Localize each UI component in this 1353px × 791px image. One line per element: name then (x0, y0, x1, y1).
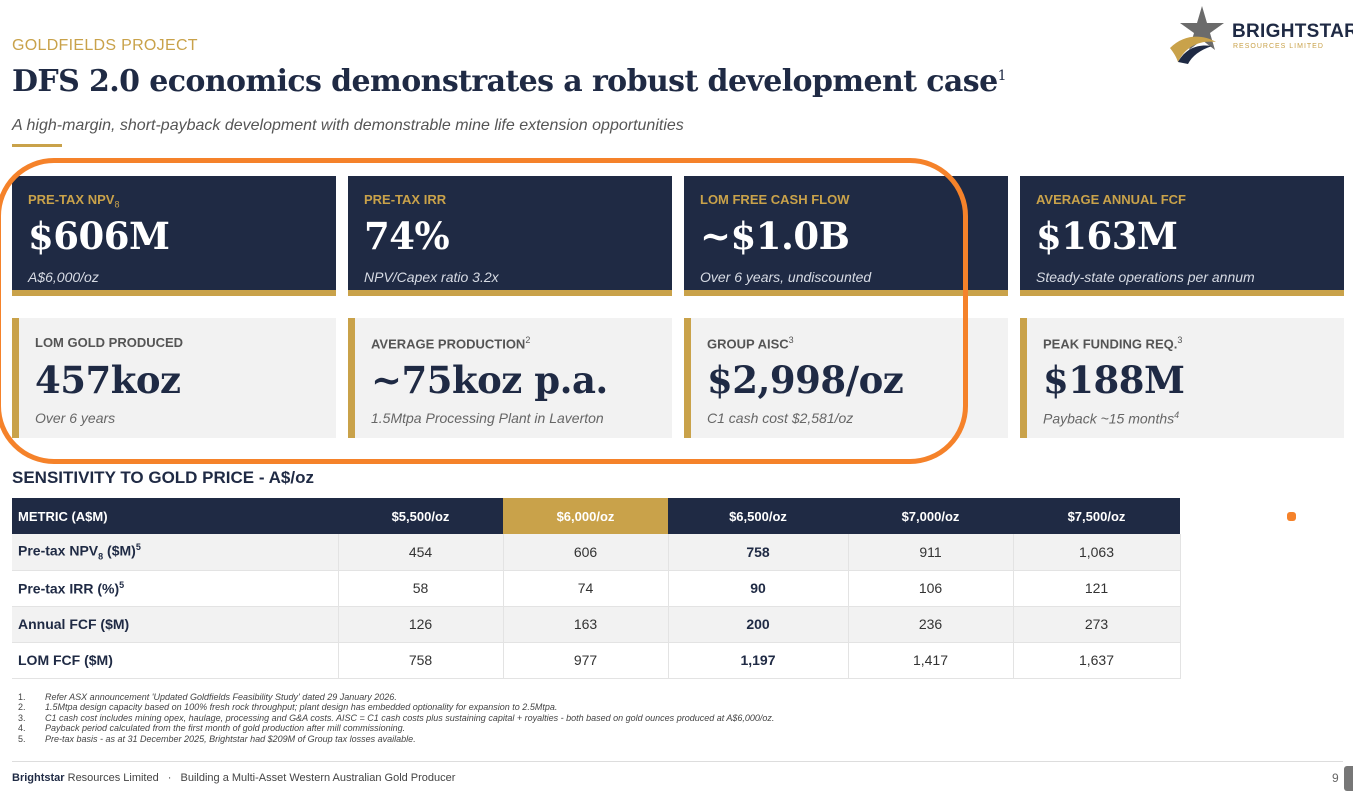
metric-note: Over 6 years, undiscounted (700, 269, 872, 285)
page-title: DFS 2.0 economics demonstrates a robust … (12, 64, 1006, 99)
table-cell: 911 (848, 534, 1014, 571)
metric-value: 74% (364, 214, 450, 258)
metric-label: LOM GOLD PRODUCED (35, 335, 184, 350)
accent-rule (12, 144, 62, 147)
table-cell: 1,197 (668, 642, 849, 679)
metric-card-avg-production: AVERAGE PRODUCTION2 ~75koz p.a. 1.5Mtpa … (348, 318, 672, 438)
metric-card-gold-produced: LOM GOLD PRODUCED 457koz Over 6 years (12, 318, 336, 438)
metric-card-annual-fcf: AVERAGE ANNUAL FCF $163M Steady-state op… (1020, 176, 1344, 296)
metric-label: PRE-TAX NPV8 (28, 192, 120, 210)
table-cell: 1,063 (1013, 534, 1181, 571)
metric-value: $188M (1043, 358, 1185, 402)
label-superscript: 2 (525, 335, 531, 345)
column-header: METRIC (A$M) (12, 498, 338, 534)
metric-label: LOM FREE CASH FLOW (700, 192, 850, 207)
table-cell: 90 (668, 570, 849, 607)
metric-label: AVERAGE ANNUAL FCF (1036, 192, 1186, 207)
metric-card-irr: PRE-TAX IRR 74% NPV/Capex ratio 3.2x (348, 176, 672, 296)
footer: Brightstar Resources Limited · Building … (12, 772, 455, 784)
footer-brand: Brightstar (12, 772, 65, 784)
metric-note: Steady-state operations per annum (1036, 269, 1255, 285)
page-title-text: DFS 2.0 economics demonstrates a robust … (12, 64, 998, 99)
label-subscript: 8 (114, 199, 120, 210)
metric-note: Over 6 years (35, 410, 116, 426)
metric-value: $2,998/oz (707, 358, 904, 402)
sensitivity-title: SENSITIVITY TO GOLD PRICE - A$/oz (12, 468, 314, 487)
section-label: GOLDFIELDS PROJECT (12, 37, 198, 54)
footer-divider (12, 761, 1343, 762)
table-cell: 74 (503, 570, 669, 607)
footer-tagline: Building a Multi-Asset Western Australia… (180, 772, 456, 784)
table-cell: 200 (668, 606, 849, 643)
footnote-item: 3. C1 cash cost includes mining opex, hau… (18, 712, 775, 723)
row-metric: Pre-tax NPV8 ($M)5 (12, 534, 339, 571)
footer-separator: · (167, 772, 172, 784)
table-cell: 1,417 (848, 642, 1014, 679)
metric-note: 1.5Mtpa Processing Plant in Laverton (371, 410, 604, 426)
column-header: $7,000/oz (848, 498, 1013, 534)
scroll-handle[interactable] (1344, 766, 1353, 791)
table-row: Pre-tax IRR (%)5 58 74 90 106 121 (12, 570, 1181, 607)
table-row: Pre-tax NPV8 ($M)5 454 606 758 911 1,063 (12, 534, 1181, 571)
orange-annotation-dot (1287, 512, 1296, 521)
page-subtitle: A high-margin, short-payback development… (12, 117, 684, 134)
star-icon (1170, 6, 1224, 64)
table-cell: 163 (503, 606, 669, 643)
table-cell: 236 (848, 606, 1014, 643)
logo-tagline: RESOURCES LIMITED (1233, 43, 1324, 50)
column-header: $6,500/oz (668, 498, 848, 534)
metric-note: C1 cash cost $2,581/oz (707, 410, 854, 426)
column-header-base-case: $6,000/oz (503, 498, 668, 534)
table-cell: 126 (338, 606, 504, 643)
footnote-item: 4. Payback period calculated from the fir… (18, 723, 406, 734)
footnote-item: 1. Refer ASX announcement 'Updated Goldfi… (18, 692, 397, 702)
table-cell: 1,637 (1013, 642, 1181, 679)
footnotes: 1. Refer ASX announcement 'Updated Goldfi… (18, 692, 774, 744)
note-superscript: 4 (1174, 410, 1180, 420)
metric-label: AVERAGE PRODUCTION2 (371, 335, 531, 352)
table-cell: 977 (503, 642, 669, 679)
table-row: Annual FCF ($M) 126 163 200 236 273 (12, 606, 1181, 643)
page-number: 9 (1332, 771, 1339, 785)
label-superscript: 3 (788, 335, 794, 345)
sensitivity-table: METRIC (A$M) $5,500/oz $6,000/oz $6,500/… (12, 498, 1181, 679)
metric-note: NPV/Capex ratio 3.2x (364, 269, 499, 285)
label-superscript: 3 (1177, 335, 1183, 345)
table-row: LOM FCF ($M) 758 977 1,197 1,417 1,637 (12, 642, 1181, 679)
table-cell: 606 (503, 534, 669, 571)
metric-value: ~$1.0B (700, 214, 850, 258)
title-footnote-ref: 1 (997, 68, 1007, 84)
metric-value: ~75koz p.a. (371, 358, 608, 402)
metric-value: $163M (1036, 214, 1178, 258)
footer-brand-rest: Resources Limited (64, 772, 159, 784)
logo-name: BRIGHTSTAR (1232, 21, 1353, 42)
footnote-item: 5. Pre-tax basis - as at 31 December 2025… (18, 733, 416, 744)
row-metric: Annual FCF ($M) (12, 606, 339, 643)
metric-label: PEAK FUNDING REQ.3 (1043, 335, 1183, 352)
metric-note: A$6,000/oz (28, 269, 99, 285)
metric-label: GROUP AISC3 (707, 335, 794, 352)
metric-value: $606M (28, 214, 170, 258)
metric-card-aisc: GROUP AISC3 $2,998/oz C1 cash cost $2,58… (684, 318, 1008, 438)
metric-note: Payback ~15 months4 (1043, 410, 1180, 427)
table-header-row: METRIC (A$M) $5,500/oz $6,000/oz $6,500/… (12, 498, 1180, 534)
row-metric: Pre-tax IRR (%)5 (12, 570, 339, 607)
row-metric: LOM FCF ($M) (12, 642, 339, 679)
table-cell: 758 (338, 642, 504, 679)
table-cell: 273 (1013, 606, 1181, 643)
table-cell: 58 (338, 570, 504, 607)
footnote-item: 2. 1.5Mtpa design capacity based on 100% … (18, 702, 558, 713)
table-cell: 106 (848, 570, 1014, 607)
table-cell: 454 (338, 534, 504, 571)
table-cell: 758 (668, 534, 849, 571)
metric-card-peak-funding: PEAK FUNDING REQ.3 $188M Payback ~15 mon… (1020, 318, 1344, 438)
table-cell: 121 (1013, 570, 1181, 607)
metric-label: PRE-TAX IRR (364, 192, 447, 207)
column-header: $7,500/oz (1013, 498, 1180, 534)
column-header: $5,500/oz (338, 498, 503, 534)
metric-card-npv: PRE-TAX NPV8 $606M A$6,000/oz (12, 176, 336, 296)
metric-card-lom-fcf: LOM FREE CASH FLOW ~$1.0B Over 6 years, … (684, 176, 1008, 296)
metric-value: 457koz (35, 358, 181, 402)
brightstar-logo: BRIGHTSTAR RESOURCES LIMITED (1166, 4, 1353, 64)
